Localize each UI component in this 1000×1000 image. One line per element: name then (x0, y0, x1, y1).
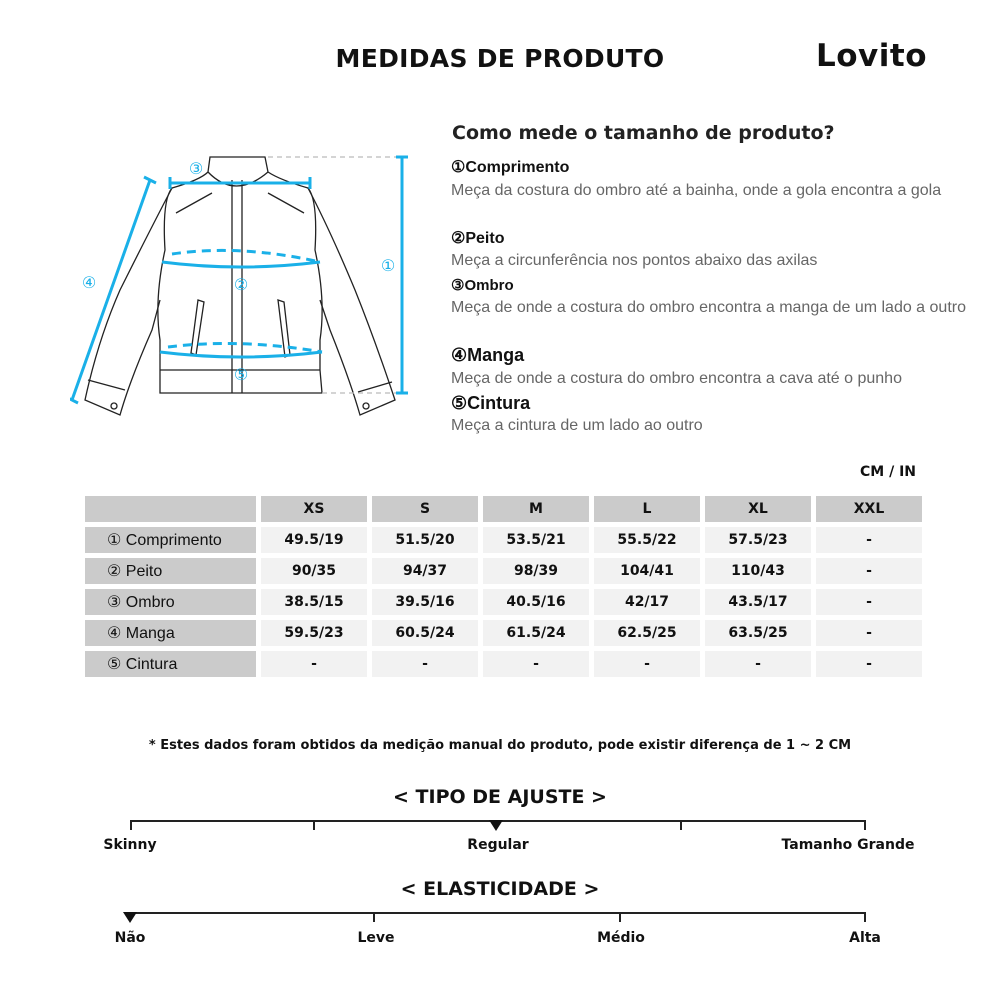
table-cell: 104/41 (594, 558, 700, 584)
table-cell: 90/35 (261, 558, 367, 584)
table-cell: 38.5/15 (261, 589, 367, 615)
table-cell: 40.5/16 (483, 589, 589, 615)
table-cell: - (816, 651, 922, 677)
page-title: MEDIDAS DE PRODUTO (335, 44, 665, 73)
guide-desc-chest: Meça a circunferência nos pontos abaixo … (451, 252, 818, 269)
table-cell: - (483, 651, 589, 677)
guide-label-length: ①Comprimento (451, 159, 570, 176)
guide-desc-sleeve: Meça de onde a costura do ombro encontra… (451, 370, 902, 387)
measurement-note: * Estes dados foram obtidos da medição m… (148, 738, 852, 753)
table-cell: 59.5/23 (261, 620, 367, 646)
table-cell: - (816, 589, 922, 615)
table-cell: - (705, 651, 811, 677)
table-cell: 51.5/20 (372, 527, 478, 553)
guide-heading: Como mede o tamanho de produto? (452, 122, 835, 144)
elasticity-tick (864, 912, 866, 922)
brand-logo: Lovito (816, 38, 928, 74)
marker-5: ⑤ (234, 365, 248, 384)
guide-desc-waist: Meça a cintura de um lado ao outro (451, 417, 703, 434)
elasticity-label-high: Alta (849, 930, 881, 946)
fit-title: < TIPO DE AJUSTE > (393, 786, 607, 808)
size-header: S (372, 496, 478, 522)
table-cell: 55.5/22 (594, 527, 700, 553)
row-label: ③ Ombro (85, 589, 256, 615)
row-label: ② Peito (85, 558, 256, 584)
elasticity-label-none: Não (114, 930, 146, 946)
fit-tick (864, 820, 866, 830)
size-header: XXL (816, 496, 922, 522)
size-header: XS (261, 496, 367, 522)
size-header: XL (705, 496, 811, 522)
table-cell: 39.5/16 (372, 589, 478, 615)
guide-label-waist: ⑤Cintura (451, 393, 531, 413)
table-cell: 43.5/17 (705, 589, 811, 615)
table-header-corner (85, 496, 256, 522)
fit-tick (680, 820, 682, 830)
elasticity-label-light: Leve (357, 930, 395, 946)
table-cell: - (594, 651, 700, 677)
table-cell: 53.5/21 (483, 527, 589, 553)
fit-label-skinny: Skinny (103, 837, 157, 853)
table-cell: - (816, 620, 922, 646)
elasticity-scale (130, 912, 866, 914)
table-cell: 49.5/19 (261, 527, 367, 553)
unit-label: CM / IN (860, 464, 916, 480)
row-label: ① Comprimento (85, 527, 256, 553)
table-cell: 94/37 (372, 558, 478, 584)
table-cell: - (816, 527, 922, 553)
fit-tick (130, 820, 132, 830)
table-cell: 57.5/23 (705, 527, 811, 553)
row-label: ④ Manga (85, 620, 256, 646)
guide-label-shoulder: ③Ombro (451, 277, 514, 294)
guide-desc-shoulder: Meça de onde a costura do ombro encontra… (451, 299, 966, 316)
table-cell: 63.5/25 (705, 620, 811, 646)
fit-indicator-icon (489, 820, 503, 831)
fit-label-regular: Regular (467, 837, 529, 853)
table-cell: - (816, 558, 922, 584)
size-header: M (483, 496, 589, 522)
table-cell: 110/43 (705, 558, 811, 584)
table-cell: - (261, 651, 367, 677)
elasticity-indicator-icon (123, 912, 137, 923)
guide-label-sleeve: ④Manga (451, 345, 525, 365)
elasticity-label-medium: Médio (597, 930, 645, 946)
elasticity-tick (373, 912, 375, 922)
guide-label-chest: ②Peito (451, 230, 505, 247)
table-cell: 61.5/24 (483, 620, 589, 646)
table-cell: 42/17 (594, 589, 700, 615)
guide-desc-length: Meça da costura do ombro até a bainha, o… (451, 182, 942, 199)
elasticity-tick (619, 912, 621, 922)
elasticity-title: < ELASTICIDADE > (400, 878, 600, 900)
row-label: ⑤ Cintura (85, 651, 256, 677)
fit-tick (313, 820, 315, 830)
jacket-diagram: ① ② ③ ④ ⑤ (70, 155, 408, 416)
marker-3: ③ (189, 159, 203, 178)
marker-2: ② (234, 275, 248, 294)
size-header: L (594, 496, 700, 522)
marker-1: ① (381, 256, 395, 275)
table-cell: 98/39 (483, 558, 589, 584)
table-cell: - (372, 651, 478, 677)
table-cell: 62.5/25 (594, 620, 700, 646)
fit-label-large: Tamanho Grande (781, 837, 915, 853)
marker-4: ④ (82, 273, 96, 292)
table-cell: 60.5/24 (372, 620, 478, 646)
